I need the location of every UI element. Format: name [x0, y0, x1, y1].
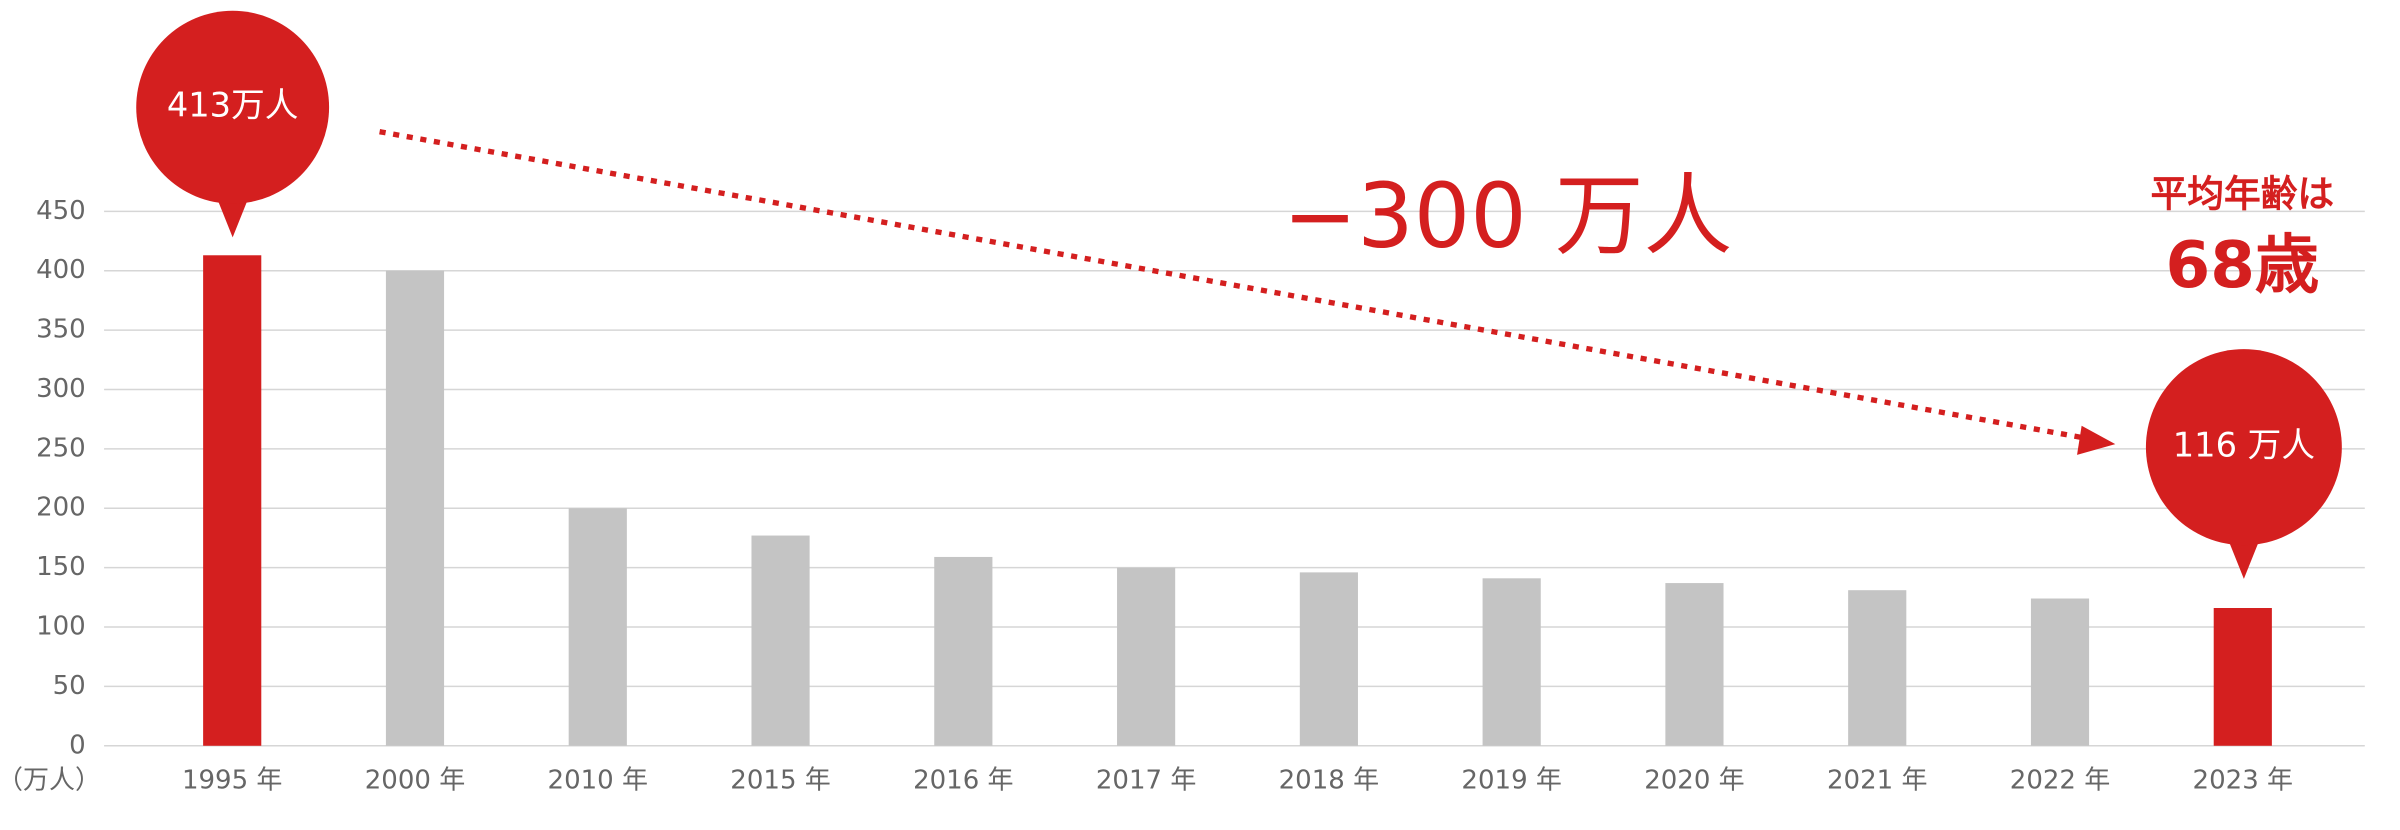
y-tick-label: 250 — [36, 433, 86, 463]
bar — [1299, 572, 1358, 746]
y-tick-label: 0 — [69, 730, 86, 760]
y-tick-label: 200 — [36, 493, 86, 523]
x-tick-label: 2022 年 — [2010, 765, 2110, 795]
y-tick-label: 300 — [36, 374, 86, 404]
callout-bubble — [2228, 540, 2260, 579]
bar — [1482, 578, 1541, 746]
x-tick-label: 2018 年 — [1279, 765, 1379, 795]
y-tick-label: 400 — [36, 255, 86, 285]
x-tick-label: 2023 年 — [2193, 765, 2293, 795]
callout-bubble — [136, 10, 330, 204]
bar — [203, 255, 262, 746]
callout-bubble — [2145, 349, 2342, 546]
x-tick-label: 2015 年 — [730, 765, 830, 795]
x-tick-label: 2021 年 — [1827, 765, 1927, 795]
y-tick-label: 450 — [36, 196, 86, 226]
callout-bubble — [217, 199, 248, 238]
bar — [2030, 598, 2090, 746]
trend-arrow — [379, 129, 2086, 441]
y-tick-label: 350 — [36, 315, 86, 345]
bar — [1117, 567, 1176, 746]
x-tick-label: 2017 年 — [1096, 765, 1196, 795]
bar — [1848, 590, 1907, 746]
change-label: −300 万人 — [1283, 164, 1733, 267]
x-tick-label: 2016 年 — [913, 765, 1013, 795]
bar — [568, 508, 627, 746]
x-tick-label: 1995 年 — [182, 765, 282, 795]
callout-label: 413万人 — [167, 86, 299, 125]
age-caption: 平均年齢は — [2151, 173, 2335, 216]
y-tick-label: 100 — [36, 612, 86, 642]
x-tick-label: 2019 年 — [1461, 765, 1561, 795]
bar — [385, 270, 445, 746]
bar — [1665, 583, 1724, 746]
y-tick-label: 150 — [36, 552, 86, 582]
callout-label: 116 万人 — [2173, 426, 2315, 465]
y-tick-label: 50 — [53, 671, 86, 701]
x-tick-label: 2010 年 — [548, 765, 648, 795]
bar — [2213, 608, 2272, 746]
age-value: 68歳 — [2165, 228, 2319, 303]
bar — [751, 535, 810, 746]
y-unit-label: （万人） — [0, 765, 101, 795]
bar — [934, 556, 993, 746]
x-tick-label: 2020 年 — [1644, 765, 1744, 795]
arrow-head — [2077, 425, 2116, 455]
x-tick-label: 2000 年 — [365, 765, 465, 795]
